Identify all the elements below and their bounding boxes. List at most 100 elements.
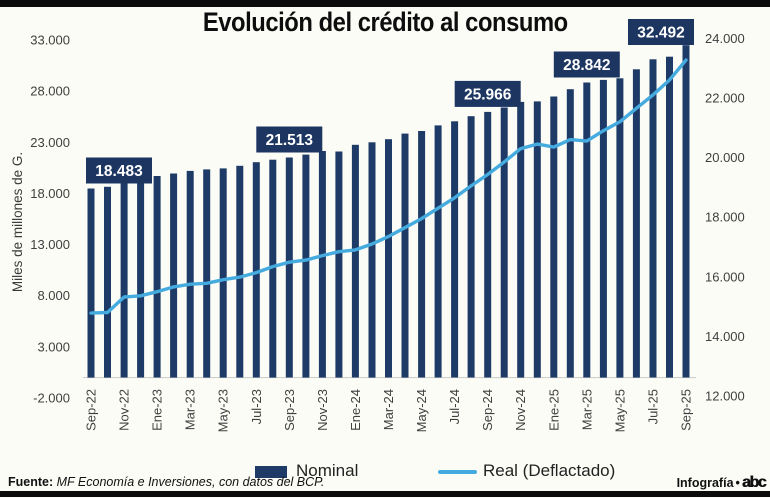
nominal-bar <box>599 79 607 378</box>
nominal-bar <box>186 170 194 378</box>
right-axis-tick-label: 24.000 <box>705 31 745 46</box>
right-axis-tick-label: 12.000 <box>705 389 745 404</box>
nominal-bar <box>616 78 624 378</box>
left-axis-title: Miles de millones de G. <box>10 152 25 292</box>
left-axis-tick-label: -2.000 <box>33 391 70 406</box>
nominal-bar <box>87 188 95 378</box>
x-axis-tick-label: May-25 <box>612 389 627 432</box>
x-axis-tick-label: Jul-25 <box>646 389 661 424</box>
x-axis-tick-label: May-24 <box>414 389 429 432</box>
nominal-bar <box>170 173 178 378</box>
callout-box <box>454 80 521 107</box>
nominal-bar <box>120 180 128 378</box>
nominal-bar <box>269 159 277 378</box>
callout-value: 25.966 <box>464 86 512 103</box>
infographic-credit: Infografía • abc <box>676 474 767 492</box>
x-axis-tick-label: Mar-23 <box>183 389 198 430</box>
real-legend-swatch <box>438 470 477 474</box>
nominal-bar <box>203 169 211 378</box>
x-axis-tick-label: Sep-24 <box>480 389 495 431</box>
left-axis-tick-label: 23.000 <box>30 135 70 150</box>
left-axis-tick-label: 33.000 <box>30 33 70 48</box>
callout-value: 18.483 <box>95 163 143 180</box>
real-legend-label: Real (Deflactado) <box>483 461 616 480</box>
nominal-bar <box>550 96 558 378</box>
x-axis-tick-label: May-23 <box>216 389 231 432</box>
nominal-bar <box>401 133 409 378</box>
top-border-rule <box>0 0 770 7</box>
nominal-bar <box>682 45 690 378</box>
nominal-bar <box>418 131 426 378</box>
right-axis-tick-label: 22.000 <box>705 90 745 105</box>
nominal-bar <box>219 168 227 378</box>
left-axis-tick-label: 3.000 <box>37 339 70 354</box>
bullet-separator: • <box>735 476 740 490</box>
x-axis-tick-label: Nov-23 <box>315 389 330 431</box>
x-axis-tick-label: Jul-23 <box>249 389 264 424</box>
credit-label: Infografía <box>676 476 734 490</box>
nominal-bar <box>104 186 111 378</box>
callout-value: 28.842 <box>563 57 610 74</box>
nominal-bar <box>666 56 673 378</box>
x-axis-tick-label: Sep-22 <box>84 389 99 431</box>
nominal-bar <box>632 69 640 378</box>
nominal-legend-label: Nominal <box>296 461 359 480</box>
x-axis-tick-label: Ene-24 <box>348 389 363 431</box>
nominal-bar <box>318 151 326 378</box>
callout-value: 32.492 <box>637 25 684 42</box>
nominal-bar <box>285 157 293 378</box>
nominal-bar <box>500 107 508 378</box>
right-axis-tick-label: 20.000 <box>705 150 745 165</box>
nominal-legend-swatch <box>255 466 287 478</box>
bottom-border-rule <box>0 491 770 497</box>
nominal-bar <box>385 139 392 378</box>
x-axis-tick-label: Nov-24 <box>513 389 528 431</box>
x-axis-tick-label: Sep-23 <box>282 389 297 431</box>
nominal-bar <box>566 89 574 378</box>
nominal-bar <box>335 151 343 378</box>
left-axis-tick-label: 8.000 <box>37 288 70 303</box>
nominal-bar <box>302 154 310 378</box>
real-deflactado-line <box>89 58 688 315</box>
nominal-bar <box>649 59 657 378</box>
x-axis-tick-label: Jul-24 <box>447 389 462 424</box>
right-axis-tick-label: 18.000 <box>705 210 745 225</box>
nominal-bar <box>517 101 525 378</box>
nominal-bar <box>236 165 244 378</box>
nominal-bar <box>252 162 260 378</box>
x-axis-tick-label: Ene-25 <box>546 389 561 431</box>
left-axis-tick-label: 28.000 <box>30 84 70 99</box>
x-axis-tick-label: Sep-25 <box>679 389 694 431</box>
callout-value: 21.513 <box>266 132 314 149</box>
nominal-bar <box>368 142 376 378</box>
source-label: Fuente: <box>8 475 54 489</box>
x-axis-tick-label: Ene-23 <box>150 389 165 431</box>
chart-title: Evolución del crédito al consumo <box>202 7 568 37</box>
callout-box <box>256 126 323 153</box>
nominal-bar <box>484 111 492 378</box>
callout-box <box>628 19 694 45</box>
source-text: MF Economía e Inversiones, con datos del… <box>53 475 325 489</box>
callout-box <box>553 51 620 78</box>
abc-logo: abc <box>741 474 767 491</box>
right-axis-tick-label: 14.000 <box>705 329 745 344</box>
callout-box <box>86 157 152 184</box>
source-credit: Fuente: MF Economía e Inversiones, con d… <box>8 475 324 489</box>
nominal-bar <box>153 176 161 378</box>
x-axis-tick-label: Mar-24 <box>381 389 396 430</box>
page-title: Evolución del crédito al consumo <box>0 7 770 38</box>
nominal-bar <box>351 144 359 378</box>
x-axis-tick-label: Mar-25 <box>579 389 594 430</box>
x-axis-tick-label: Nov-22 <box>117 389 132 431</box>
nominal-bar <box>451 121 459 378</box>
nominal-bar <box>583 82 591 378</box>
nominal-bar <box>434 125 442 378</box>
nominal-bar <box>137 180 145 378</box>
left-axis-tick-label: 13.000 <box>30 237 70 252</box>
left-axis-tick-label: 18.000 <box>30 186 70 201</box>
right-axis-tick-label: 16.000 <box>705 269 745 284</box>
nominal-bar <box>533 101 541 378</box>
nominal-bar <box>467 116 475 378</box>
